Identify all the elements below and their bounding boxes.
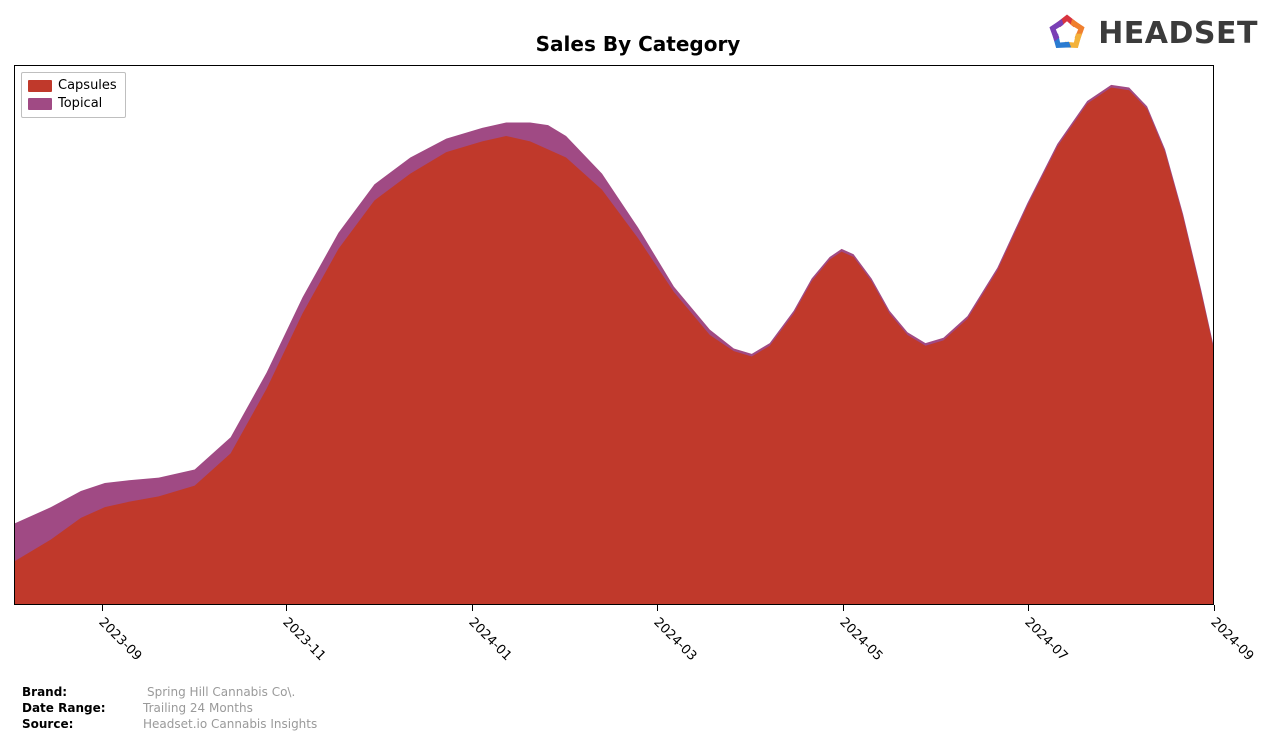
x-tick-mark	[286, 605, 287, 611]
meta-row: Source:Headset.io Cannabis Insights	[22, 716, 317, 732]
x-tick-label: 2024-09	[1207, 615, 1256, 664]
x-tick-label: 2024-05	[837, 615, 886, 664]
plot-area: CapsulesTopical	[14, 65, 1214, 605]
legend-item: Topical	[28, 95, 117, 113]
legend-label: Topical	[58, 95, 102, 113]
x-tick-mark	[657, 605, 658, 611]
x-tick-label: 2023-11	[280, 615, 329, 664]
meta-row: Brand:Spring Hill Cannabis Co\.	[22, 684, 317, 700]
legend-swatch	[28, 80, 52, 92]
x-tick-mark	[1028, 605, 1029, 611]
x-tick-mark	[1214, 605, 1215, 611]
meta-value: Spring Hill Cannabis Co\.	[117, 685, 295, 699]
legend: CapsulesTopical	[21, 72, 126, 118]
x-tick-label: 2024-07	[1021, 615, 1070, 664]
meta-row: Date Range:Trailing 24 Months	[22, 700, 317, 716]
headset-logo-text: HEADSET	[1098, 16, 1258, 51]
x-tick-mark	[472, 605, 473, 611]
meta-block: Brand:Spring Hill Cannabis Co\.Date Rang…	[22, 684, 317, 732]
x-tick-mark	[102, 605, 103, 611]
headset-logo: HEADSET	[1046, 12, 1258, 54]
x-tick-label: 2024-03	[651, 615, 700, 664]
x-tick-label: 2024-01	[466, 615, 515, 664]
chart-container: Sales By Category CapsulesTopical Brand:…	[0, 0, 1276, 738]
legend-swatch	[28, 98, 52, 110]
x-tick-mark	[843, 605, 844, 611]
meta-value: Headset.io Cannabis Insights	[117, 717, 317, 731]
legend-label: Capsules	[58, 77, 117, 95]
meta-value: Trailing 24 Months	[117, 701, 253, 715]
area-capsules	[15, 88, 1213, 604]
x-tick-label: 2023-09	[95, 615, 144, 664]
meta-key: Date Range:	[22, 700, 117, 716]
meta-key: Source:	[22, 716, 117, 732]
meta-key: Brand:	[22, 684, 117, 700]
area-svg	[15, 66, 1213, 604]
headset-logo-icon	[1046, 12, 1088, 54]
legend-item: Capsules	[28, 77, 117, 95]
